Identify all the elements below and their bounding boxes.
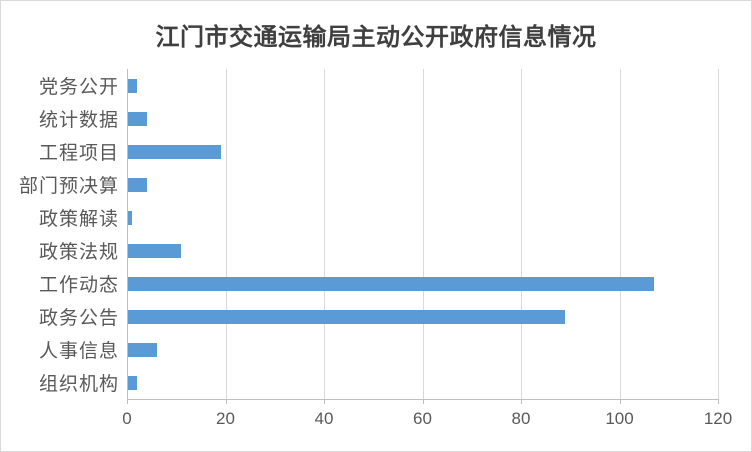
category-axis-line <box>127 69 128 404</box>
bar-工作动态 <box>127 276 654 291</box>
bar-row <box>127 69 718 102</box>
bar-row <box>127 201 718 234</box>
gridline-40 <box>324 69 325 399</box>
bar-工程项目 <box>127 144 221 159</box>
bar-政策解读 <box>127 210 132 225</box>
gridline-80 <box>521 69 522 399</box>
bar-row <box>127 135 718 168</box>
category-label: 党务公开 <box>38 77 119 98</box>
category-label: 工作动态 <box>38 275 119 296</box>
category-label: 政策法规 <box>38 242 119 263</box>
gridline-120 <box>718 69 719 399</box>
bar-部门预决算 <box>127 177 147 192</box>
value-axis-tick-label: 80 <box>511 409 531 428</box>
bar-统计数据 <box>127 111 147 126</box>
category-label: 人事信息 <box>38 341 119 362</box>
value-axis-tick-label: 100 <box>605 409 634 428</box>
plot-area <box>127 69 719 399</box>
gridline-60 <box>422 69 424 399</box>
axis-tick-80 <box>521 399 522 404</box>
bar-政策法规 <box>127 243 182 258</box>
value-axis-tick-label: 20 <box>216 409 235 428</box>
chart-title: 江门市交通运输局主动公开政府信息情况 <box>155 25 597 51</box>
axis-tick-100 <box>619 399 621 404</box>
bar-党务公开 <box>127 78 137 93</box>
category-axis-labels: 党务公开统计数据工程项目部门预决算政策解读政策法规工作动态政务公告人事信息组织机… <box>1 69 119 399</box>
bar-row <box>127 333 718 366</box>
bar-row <box>127 234 718 267</box>
value-axis-tick-label: 60 <box>413 409 432 428</box>
value-axis-tick-label: 40 <box>314 409 334 428</box>
bar-row <box>127 267 718 300</box>
bar-row <box>127 300 718 333</box>
bar-人事信息 <box>127 342 157 357</box>
category-label: 组织机构 <box>38 374 119 395</box>
axis-tick-20 <box>225 399 227 404</box>
category-label: 部门预决算 <box>18 176 119 197</box>
bar-政务公告 <box>127 309 566 324</box>
value-axis-tick-label: 0 <box>122 409 132 428</box>
axis-tick-40 <box>324 399 325 404</box>
category-label: 统计数据 <box>38 110 119 131</box>
value-axis-tick-label: 120 <box>703 409 733 428</box>
bar-row <box>127 102 718 135</box>
bar-row <box>127 366 718 399</box>
axis-tick-120 <box>718 399 719 404</box>
category-label: 工程项目 <box>38 143 119 164</box>
bar-row <box>127 168 718 201</box>
gridline-20 <box>225 69 227 399</box>
gridline-100 <box>619 69 621 399</box>
axis-tick-0 <box>127 399 128 404</box>
category-label: 政策解读 <box>38 209 119 230</box>
value-axis-labels: 0 20 40 60 80 100 120 <box>1 409 751 433</box>
axis-tick-60 <box>422 399 424 404</box>
bars-container <box>127 69 718 399</box>
bar-组织机构 <box>127 375 137 390</box>
category-label: 政务公告 <box>38 308 119 329</box>
